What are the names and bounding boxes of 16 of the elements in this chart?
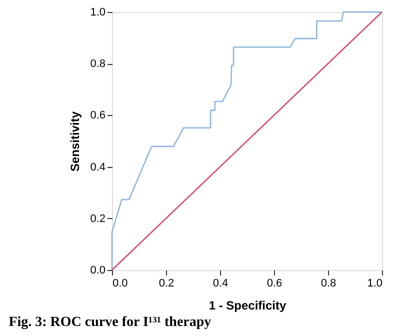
y-tick-label: 1.0 <box>90 6 106 18</box>
y-axis-title: Sensitivity <box>68 111 82 172</box>
x-tick-label: 0.4 <box>212 278 228 290</box>
y-tick-label: 0.2 <box>90 212 106 225</box>
caption: Fig. 3: ROC curve for I¹³¹ therapy <box>8 315 212 330</box>
y-tick-label: 0.6 <box>90 110 106 122</box>
x-tick-label: 0.0 <box>112 278 128 290</box>
y-tick-label: 0.0 <box>90 264 106 276</box>
x-tick-label: 1.0 <box>367 278 382 290</box>
x-axis-title: 1 - Specificity <box>208 298 286 312</box>
line-series <box>111 11 383 271</box>
x-tick-label: 0.8 <box>320 278 336 290</box>
x-tick-label: 0.2 <box>158 278 174 290</box>
y-tick-label: 0.4 <box>90 161 106 174</box>
y-tick-label: 0.8 <box>90 58 106 70</box>
x-tick-label: 0.6 <box>266 278 282 290</box>
